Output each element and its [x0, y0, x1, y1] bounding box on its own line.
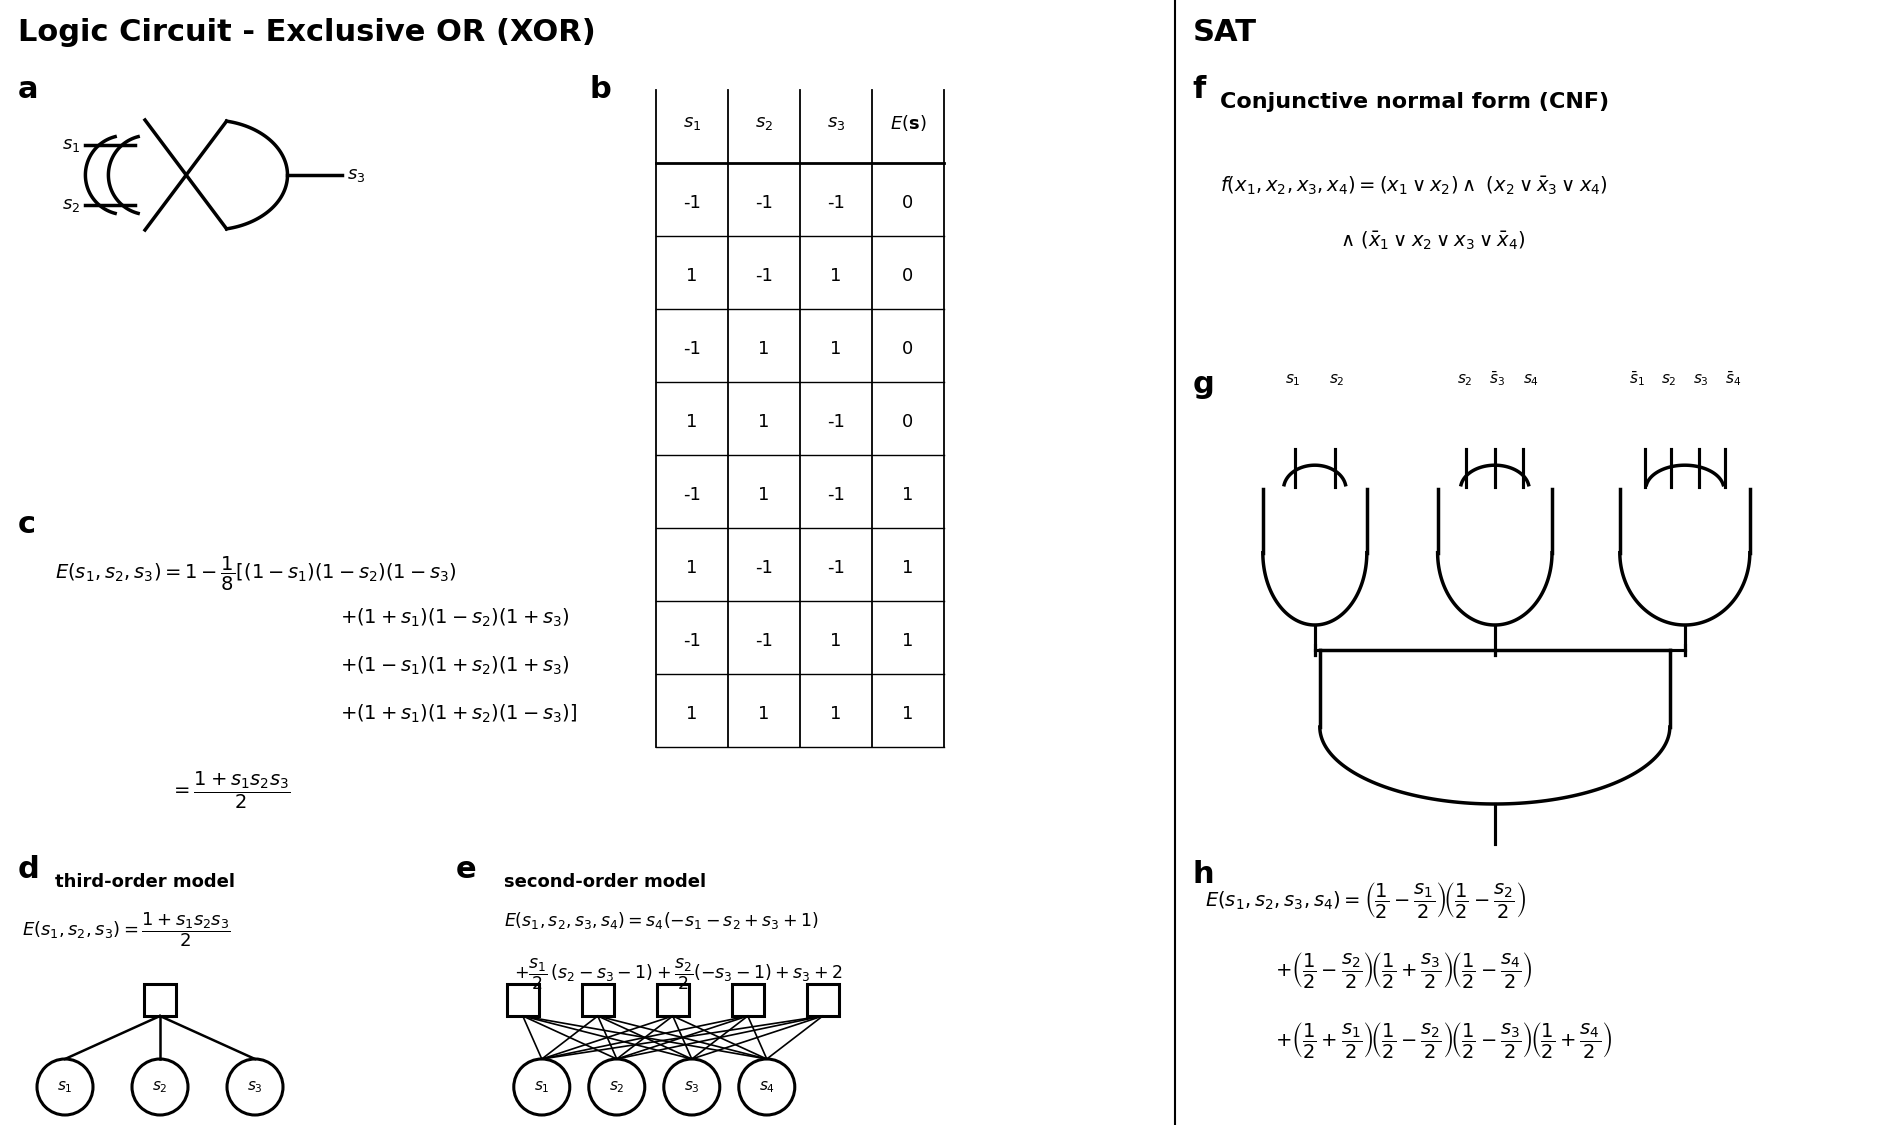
Text: $s_2$: $s_2$ [608, 1079, 625, 1095]
Text: 1: 1 [831, 267, 842, 285]
Text: 1: 1 [903, 486, 914, 504]
Text: 1: 1 [758, 705, 770, 723]
Text: $E(s_1,s_2,s_3) = \dfrac{1+s_1 s_2 s_3}{2}$: $E(s_1,s_2,s_3) = \dfrac{1+s_1 s_2 s_3}{… [23, 910, 230, 948]
Text: d: d [17, 855, 40, 884]
Text: $s_2$: $s_2$ [63, 196, 80, 214]
Text: $s_3$: $s_3$ [1694, 372, 1709, 388]
Text: $s_2$: $s_2$ [1661, 372, 1677, 388]
Text: 1: 1 [758, 413, 770, 431]
Text: $= \dfrac{1+s_1 s_2 s_3}{2}$: $= \dfrac{1+s_1 s_2 s_3}{2}$ [169, 770, 291, 811]
Text: third-order model: third-order model [55, 873, 236, 891]
Text: $E(s_1,s_2,s_3,s_4) = s_4(-s_1-s_2+s_3+1)$: $E(s_1,s_2,s_3,s_4) = s_4(-s_1-s_2+s_3+1… [504, 910, 817, 932]
Text: 1: 1 [686, 413, 698, 431]
Text: -1: -1 [755, 195, 774, 213]
Text: $+\dfrac{s_1}{2}\,(s_2-s_3-1)+\dfrac{s_2}{2}(-s_3-1)+s_3+2$: $+\dfrac{s_1}{2}\,(s_2-s_3-1)+\dfrac{s_2… [513, 957, 842, 992]
Text: -1: -1 [682, 340, 701, 358]
Text: 0: 0 [903, 267, 914, 285]
Text: SAT: SAT [1192, 18, 1257, 47]
Text: $\wedge\ (\bar{x}_1 \vee x_2 \vee x_3 \vee \bar{x}_4)$: $\wedge\ (\bar{x}_1 \vee x_2 \vee x_3 \v… [1340, 229, 1525, 252]
Text: 1: 1 [686, 267, 698, 285]
Text: -1: -1 [827, 195, 844, 213]
Text: $s_2$: $s_2$ [1329, 372, 1344, 388]
Text: 1: 1 [831, 340, 842, 358]
Text: $+\left(\dfrac{1}{2}-\dfrac{s_2}{2}\right)\!\left(\dfrac{1}{2}+\dfrac{s_3}{2}\ri: $+\left(\dfrac{1}{2}-\dfrac{s_2}{2}\righ… [1276, 950, 1532, 990]
Bar [508, 984, 538, 1016]
Text: $s_1$: $s_1$ [682, 114, 701, 132]
Text: a: a [17, 75, 38, 104]
Text: 1: 1 [903, 705, 914, 723]
Text: g: g [1192, 370, 1215, 399]
Bar [144, 984, 177, 1016]
Text: $s_1$: $s_1$ [1285, 372, 1300, 388]
Text: -1: -1 [755, 267, 774, 285]
Text: second-order model: second-order model [504, 873, 705, 891]
Text: 0: 0 [903, 195, 914, 213]
Text: $s_4$: $s_4$ [1523, 372, 1538, 388]
Text: $f(x_1,x_2,x_3,x_4) = (x_1 \vee x_2) \wedge\ (x_2 \vee \bar{x}_3 \vee x_4)$: $f(x_1,x_2,x_3,x_4) = (x_1 \vee x_2) \we… [1220, 176, 1608, 197]
Text: $\bar{s}_3$: $\bar{s}_3$ [1488, 369, 1506, 388]
Text: -1: -1 [827, 559, 844, 577]
Text: $s_2$: $s_2$ [152, 1079, 167, 1095]
Text: $s_3$: $s_3$ [247, 1079, 262, 1095]
Text: Conjunctive normal form (CNF): Conjunctive normal form (CNF) [1220, 92, 1608, 112]
Text: f: f [1192, 75, 1205, 104]
Text: $+(1-s_1)(1+s_2)(1+s_3)$: $+(1-s_1)(1+s_2)(1+s_3)$ [340, 655, 570, 677]
Text: $\bar{s}_4$: $\bar{s}_4$ [1724, 369, 1741, 388]
Text: 1: 1 [686, 705, 698, 723]
Bar [582, 984, 614, 1016]
Text: 1: 1 [831, 632, 842, 650]
Text: $s_3$: $s_3$ [684, 1079, 700, 1095]
Text: $s_3$: $s_3$ [348, 166, 365, 184]
Bar [656, 984, 688, 1016]
Text: 0: 0 [903, 340, 914, 358]
Text: 1: 1 [831, 705, 842, 723]
Text: $s_1$: $s_1$ [57, 1079, 72, 1095]
Text: -1: -1 [755, 632, 774, 650]
Text: -1: -1 [682, 195, 701, 213]
Text: $+(1+s_1)(1-s_2)(1+s_3)$: $+(1+s_1)(1-s_2)(1+s_3)$ [340, 608, 570, 629]
Text: -1: -1 [682, 632, 701, 650]
Text: $s_4$: $s_4$ [758, 1079, 776, 1095]
Text: $s_2$: $s_2$ [1456, 372, 1473, 388]
Text: b: b [589, 75, 610, 104]
Text: e: e [456, 855, 477, 884]
Text: -1: -1 [755, 559, 774, 577]
Text: 1: 1 [903, 559, 914, 577]
Text: 1: 1 [758, 340, 770, 358]
Text: $E(s_1,s_2,s_3) = 1 - \dfrac{1}{8}[(1-s_1)(1-s_2)(1-s_3)$: $E(s_1,s_2,s_3) = 1 - \dfrac{1}{8}[(1-s_… [55, 555, 456, 593]
Text: Logic Circuit - Exclusive OR (XOR): Logic Circuit - Exclusive OR (XOR) [17, 18, 595, 47]
Text: $\bar{s}_1$: $\bar{s}_1$ [1629, 369, 1644, 388]
Text: -1: -1 [827, 486, 844, 504]
Text: 0: 0 [903, 413, 914, 431]
Text: c: c [17, 510, 36, 539]
Bar [806, 984, 838, 1016]
Text: $s_1$: $s_1$ [61, 136, 80, 154]
Text: 1: 1 [758, 486, 770, 504]
Text: $+(1+s_1)(1+s_2)(1-s_3)]$: $+(1+s_1)(1+s_2)(1-s_3)]$ [340, 703, 578, 726]
Text: $s_1$: $s_1$ [534, 1079, 549, 1095]
Text: h: h [1192, 860, 1215, 889]
Text: 1: 1 [903, 632, 914, 650]
Text: $+\left(\dfrac{1}{2}+\dfrac{s_1}{2}\right)\!\left(\dfrac{1}{2}-\dfrac{s_2}{2}\ri: $+\left(\dfrac{1}{2}+\dfrac{s_1}{2}\righ… [1276, 1020, 1612, 1060]
Text: 1: 1 [686, 559, 698, 577]
Text: -1: -1 [827, 413, 844, 431]
Text: $E(\mathbf{s})$: $E(\mathbf{s})$ [890, 112, 926, 133]
Text: $E(s_1,s_2,s_3,s_4) = \left(\dfrac{1}{2}-\dfrac{s_1}{2}\right)\!\left(\dfrac{1}{: $E(s_1,s_2,s_3,s_4) = \left(\dfrac{1}{2}… [1205, 880, 1527, 920]
Text: -1: -1 [682, 486, 701, 504]
Bar [732, 984, 764, 1016]
Text: $s_2$: $s_2$ [755, 114, 774, 132]
Text: $s_3$: $s_3$ [827, 114, 846, 132]
